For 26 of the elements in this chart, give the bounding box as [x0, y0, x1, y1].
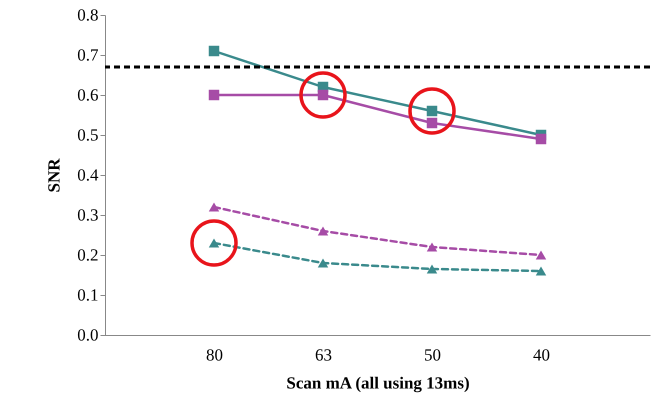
y-tick-label: 0.1 — [77, 286, 98, 304]
point — [318, 258, 328, 268]
x-tick-label: 40 — [533, 346, 550, 364]
point — [536, 134, 546, 144]
y-tick-label: 0.2 — [77, 246, 98, 264]
y-tick-label: 0.4 — [77, 166, 99, 184]
point — [208, 46, 220, 56]
point — [536, 250, 546, 260]
y-tick-label: 0.6 — [77, 86, 98, 104]
y-tick-label: 0.8 — [77, 6, 98, 24]
point — [426, 242, 438, 252]
y-axis-title: SNR — [44, 158, 64, 193]
point — [426, 118, 438, 128]
x-tick-label: 63 — [315, 346, 332, 364]
point — [208, 90, 220, 100]
x-axis-title: Scan mA (all using 13ms) — [286, 374, 470, 392]
x-tick-label: 50 — [424, 346, 441, 364]
x-tick-label: 80 — [206, 346, 223, 364]
point — [208, 202, 220, 212]
point — [536, 266, 546, 276]
y-tick-label: 0.7 — [77, 46, 99, 64]
y-tick-label: 0.5 — [77, 126, 98, 144]
point — [426, 264, 438, 274]
y-tick-label: 0.0 — [77, 326, 98, 344]
point — [318, 226, 328, 236]
y-tick-label: 0.3 — [77, 206, 98, 224]
